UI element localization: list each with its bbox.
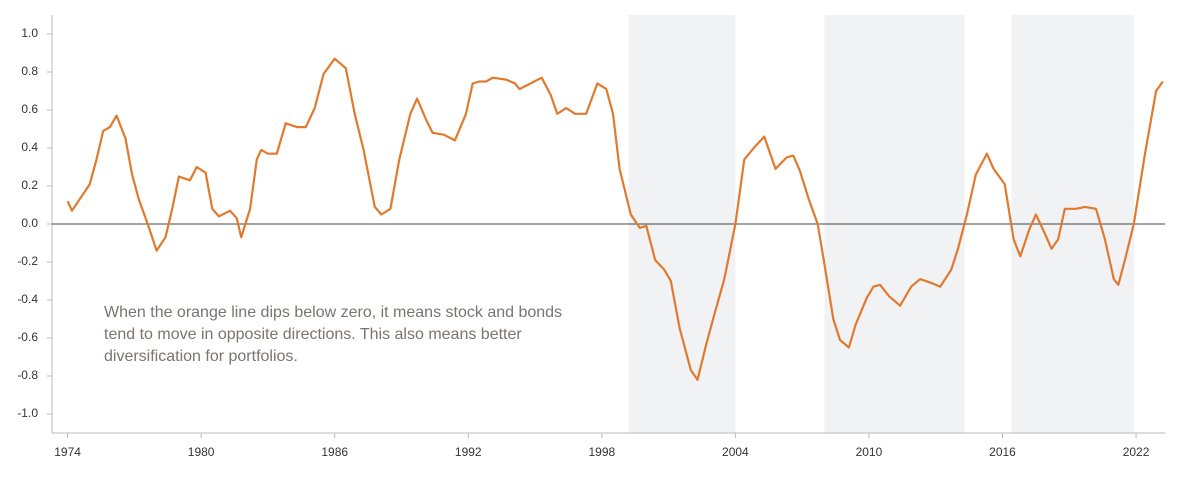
y-tick-label: -0.8 (17, 368, 38, 382)
x-tick-label: 2004 (722, 445, 749, 459)
x-tick-label: 1974 (54, 445, 81, 459)
x-tick-label: 2010 (856, 445, 883, 459)
x-tick-label: 1986 (321, 445, 348, 459)
y-tick-label: 0.8 (21, 64, 38, 78)
y-tick-label: -0.6 (17, 330, 38, 344)
annotation: diversification for portfolios. (104, 348, 298, 365)
x-tick-label: 2022 (1123, 445, 1150, 459)
y-tick-label: 0.0 (21, 216, 38, 230)
y-tick-label: 0.6 (21, 102, 38, 116)
x-tick-label: 1992 (455, 445, 482, 459)
x-tick-label: 1998 (588, 445, 615, 459)
x-tick-label: 2016 (989, 445, 1016, 459)
annotation: tend to move in opposite directions. Thi… (104, 326, 522, 343)
annotation: When the orange line dips below zero, it… (104, 304, 562, 321)
y-tick-label: -0.4 (17, 292, 38, 306)
y-tick-label: 0.4 (21, 140, 38, 154)
x-tick-label: 1980 (188, 445, 215, 459)
y-tick-label: -1.0 (17, 406, 38, 420)
y-tick-label: 1.0 (21, 26, 38, 40)
y-tick-label: -0.2 (17, 254, 38, 268)
y-tick-label: 0.2 (21, 178, 38, 192)
line (66, 57, 1164, 381)
